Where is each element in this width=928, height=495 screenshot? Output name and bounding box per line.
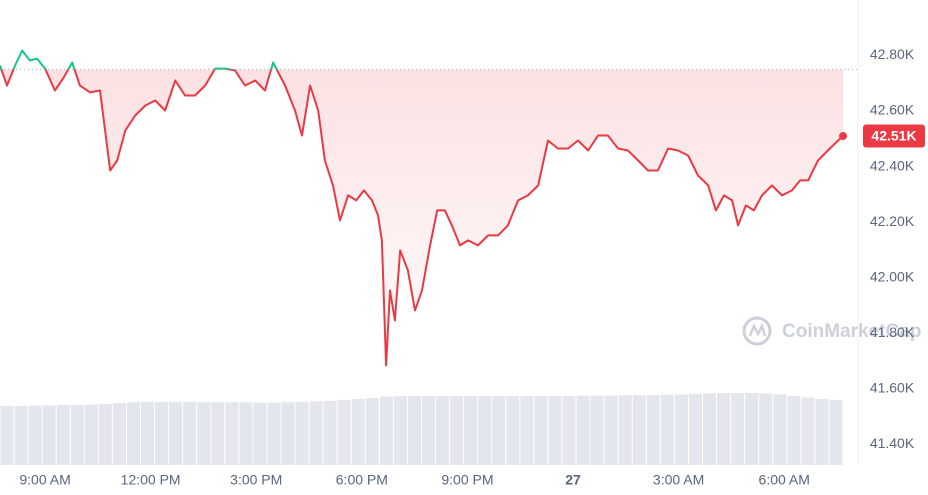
y-tick-label: 41.60K xyxy=(870,379,915,395)
volume-bar xyxy=(323,400,337,465)
volume-bar xyxy=(703,393,717,465)
volume-bar xyxy=(534,396,548,465)
volume-bar xyxy=(548,396,562,465)
volume-bar xyxy=(112,403,126,465)
x-tick-label: 3:00 PM xyxy=(230,472,282,488)
price-line xyxy=(0,49,844,367)
x-tick-label: 6:00 PM xyxy=(336,472,388,488)
volume-bar xyxy=(688,393,702,465)
y-tick-label: 42.40K xyxy=(870,157,915,173)
volume-bar xyxy=(478,396,492,465)
volume-bar xyxy=(787,396,801,465)
volume-bar xyxy=(801,397,815,465)
volume-bar xyxy=(239,402,253,465)
watermark-text: CoinMarketCap xyxy=(782,321,921,342)
watermark-logo-mark xyxy=(748,322,767,337)
volume-bar xyxy=(618,395,632,465)
x-tick-label: 9:00 AM xyxy=(19,472,70,488)
y-tick-label: 42.00K xyxy=(870,268,915,284)
volume-bar xyxy=(759,393,773,465)
area-fill xyxy=(0,69,843,366)
volume-bar xyxy=(183,401,197,465)
volume-bar xyxy=(773,394,787,465)
volume-bar xyxy=(365,398,379,465)
x-tick-label: 9:00 PM xyxy=(441,472,493,488)
volume-bar xyxy=(717,392,731,465)
volume-bar xyxy=(309,401,323,465)
volume-bar xyxy=(351,398,365,465)
y-tick-label: 41.40K xyxy=(870,435,915,451)
x-tick-label: 3:00 AM xyxy=(653,472,704,488)
y-tick-label: 42.60K xyxy=(870,102,915,118)
volume-bar xyxy=(14,405,28,465)
current-price-label: 42.51K xyxy=(871,128,916,144)
volume-bar xyxy=(28,405,42,465)
volume-bar xyxy=(422,396,436,465)
volume-bar xyxy=(155,401,169,465)
volume-bar xyxy=(56,405,70,465)
volume-bar xyxy=(225,402,239,465)
volume-bar xyxy=(98,404,112,465)
volume-bar xyxy=(829,399,843,465)
volume-bar xyxy=(646,395,660,465)
volume-bar xyxy=(436,396,450,465)
volume-bar xyxy=(660,394,674,465)
y-tick-label: 42.80K xyxy=(870,46,915,62)
volume-bar xyxy=(267,402,281,465)
volume-bar xyxy=(281,402,295,465)
volume-bar xyxy=(337,399,351,465)
volume-bar xyxy=(0,405,14,465)
volume-bar xyxy=(731,392,745,465)
current-price-badge xyxy=(863,124,925,148)
volume-bar xyxy=(84,404,98,465)
x-tick-label: 6:00 AM xyxy=(759,472,810,488)
volume-bar xyxy=(70,405,84,465)
volume-bar xyxy=(506,396,520,465)
current-price-dot xyxy=(839,132,847,141)
volume-bar xyxy=(379,396,393,465)
y-tick-label: 41.80K xyxy=(870,324,915,340)
volume-bar xyxy=(169,401,183,465)
volume-bar xyxy=(141,401,155,465)
volume-bar xyxy=(576,395,590,465)
volume-bar xyxy=(562,396,576,465)
y-tick-label: 42.20K xyxy=(870,213,915,229)
volume-bar xyxy=(520,396,534,465)
volume-bar xyxy=(197,402,211,465)
x-tick-label: 12:00 PM xyxy=(121,472,181,488)
volume-bar xyxy=(450,396,464,465)
volume-bar xyxy=(393,396,407,465)
volume-bar xyxy=(42,405,56,465)
volume-bar xyxy=(211,402,225,465)
volume-bar xyxy=(492,396,506,465)
volume-bar xyxy=(632,395,646,465)
volume-bar xyxy=(590,395,604,465)
volume-bar xyxy=(407,396,421,465)
x-tick-label: 27 xyxy=(565,472,581,488)
volume-bar xyxy=(295,401,309,465)
volume-bar xyxy=(464,396,478,465)
volume-bar xyxy=(815,398,829,465)
volume-bar xyxy=(674,394,688,465)
watermark: CoinMarketCap xyxy=(742,316,921,346)
volume-bar xyxy=(604,395,618,465)
volume-bar xyxy=(745,392,759,465)
watermark-logo xyxy=(742,316,772,346)
volume-bar xyxy=(253,402,267,465)
volume-bar xyxy=(126,402,140,465)
